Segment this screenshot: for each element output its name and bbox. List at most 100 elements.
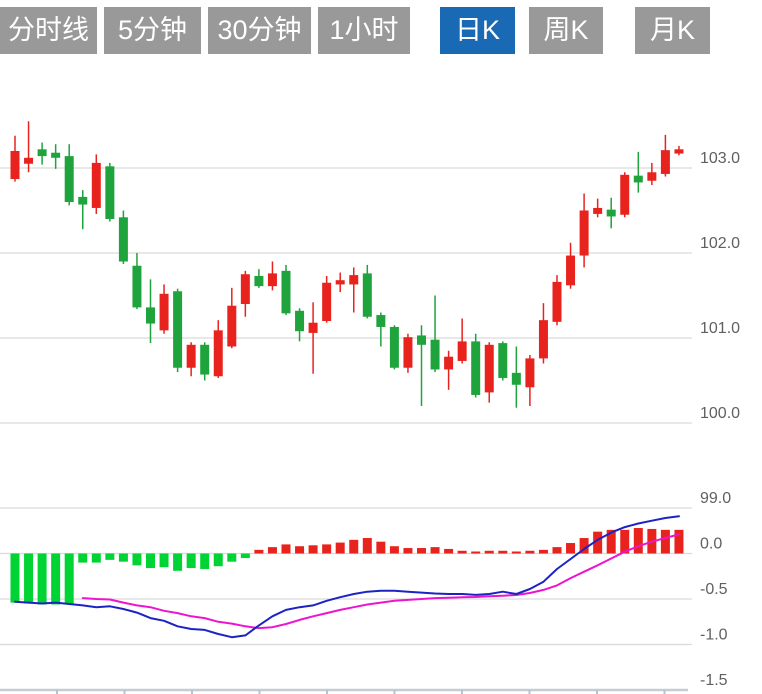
candle-body (159, 293, 169, 331)
macd-bar (498, 550, 508, 554)
candle-body (91, 162, 101, 208)
candles-layer (10, 121, 684, 408)
macd-bar (335, 542, 345, 554)
candle-body (10, 151, 20, 180)
candle-body (457, 341, 467, 361)
candle-body (227, 305, 237, 347)
candle-body (444, 356, 454, 370)
candle-body (349, 275, 359, 285)
macd-bar (593, 531, 603, 554)
candle-body (417, 335, 426, 345)
candle-body (511, 372, 521, 385)
macd-bar (295, 546, 305, 554)
price-axis-label: 101.0 (700, 320, 740, 337)
candle-body (430, 339, 440, 370)
macd-bar (24, 553, 34, 604)
dea-line (81, 533, 680, 630)
macd-bar (200, 553, 210, 569)
price-axis-label: 99.0 (700, 490, 731, 507)
tab-monthly-k[interactable]: 月K (635, 7, 710, 54)
price-gridlines: 103.0 102.0 101.0 100.0 99.0 (0, 150, 740, 509)
macd-bar (457, 550, 467, 554)
macd-gridlines: 0.0 -0.5 -1.0 -1.5 (0, 536, 728, 689)
candle-body (403, 337, 413, 368)
macd-bar (566, 543, 576, 554)
macd-bar (322, 544, 332, 554)
candle-body (213, 330, 223, 377)
candle-body (552, 281, 562, 322)
candle-body (254, 275, 264, 287)
macd-bar (633, 528, 643, 554)
macd-bar (538, 549, 548, 554)
candle-body (335, 280, 345, 285)
macd-bar (240, 553, 250, 559)
macd-bar (78, 553, 88, 563)
macd-bar (146, 553, 155, 569)
candle-body (362, 273, 372, 317)
macd-bar (281, 544, 291, 554)
macd-histogram (10, 528, 684, 605)
candle-body (525, 358, 535, 388)
timeframe-tabbar: 分时线 5分钟 30分钟 1小时 日K 周K 月K (0, 0, 762, 56)
candle-body (620, 174, 630, 215)
candle-body (118, 217, 128, 262)
tab-daily-k[interactable]: 日K (440, 7, 515, 54)
macd-bar (227, 553, 237, 562)
macd-bar (308, 545, 318, 554)
price-axis-label: 100.0 (700, 405, 740, 422)
tab-5min[interactable]: 5分钟 (104, 7, 201, 54)
candle-body (146, 307, 155, 324)
tab-30min[interactable]: 30分钟 (208, 7, 311, 54)
dif-line (14, 515, 680, 639)
candle-body (295, 310, 305, 332)
macd-bar (579, 538, 589, 554)
candle-body (267, 273, 277, 287)
macd-bar (64, 553, 74, 604)
candle-body (51, 152, 61, 158)
macd-bar (484, 550, 494, 554)
candle-body (78, 196, 88, 205)
candle-body (606, 209, 616, 217)
macd-bar (376, 541, 386, 554)
candle-body (471, 341, 481, 395)
macd-bar (37, 553, 47, 605)
macd-bar (606, 529, 616, 554)
tab-1hour[interactable]: 1小时 (318, 7, 410, 54)
macd-bar (660, 529, 670, 554)
macd-bar (132, 553, 142, 566)
x-axis (0, 688, 688, 694)
candle-body (37, 149, 47, 157)
candle-body (376, 315, 386, 327)
candle-body (200, 344, 210, 375)
macd-bar (10, 553, 20, 603)
price-axis-label: 102.0 (700, 235, 740, 252)
macd-bar (389, 546, 399, 554)
candle-body (647, 172, 657, 181)
candle-body (674, 149, 684, 154)
macd-bar (620, 529, 630, 554)
macd-bar (444, 548, 454, 554)
candle-body (64, 156, 74, 202)
tab-timeline[interactable]: 分时线 (0, 7, 97, 54)
candle-body (308, 322, 318, 333)
tab-weekly-k[interactable]: 周K (529, 7, 603, 54)
candle-body (498, 343, 508, 378)
candle-body (186, 344, 196, 368)
macd-bar (186, 553, 196, 569)
candle-body (322, 282, 332, 321)
macd-bar (417, 548, 426, 554)
candle-body (566, 255, 576, 286)
macd-bar (51, 553, 61, 605)
macd-bar (105, 553, 115, 560)
candle-body (281, 270, 291, 314)
macd-bar (254, 549, 264, 554)
candle-body (105, 166, 115, 219)
candle-body (538, 320, 548, 359)
candle-body (240, 274, 250, 304)
macd-axis-label: -0.5 (700, 581, 728, 598)
macd-bar (511, 551, 521, 554)
candle-body (633, 175, 643, 183)
candle-body (24, 157, 34, 164)
macd-bar (118, 553, 128, 562)
